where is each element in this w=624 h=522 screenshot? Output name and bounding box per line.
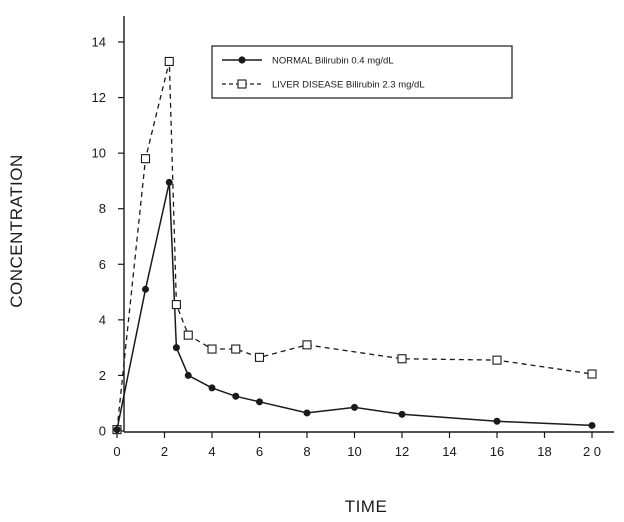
x-tick-label: 8 xyxy=(303,444,310,459)
legend-box xyxy=(211,45,513,99)
x-tick-label: 14 xyxy=(442,444,456,459)
legend-marker-normal xyxy=(238,56,246,64)
data-point-normal xyxy=(588,421,596,429)
data-point-liver-disease xyxy=(171,300,181,310)
data-point-normal xyxy=(351,403,358,411)
data-point-liver-disease xyxy=(587,369,597,379)
x-axis-title: TIME xyxy=(345,497,388,516)
data-point-normal xyxy=(303,409,311,417)
data-point-liver-disease xyxy=(302,340,312,350)
legend-marker-liver xyxy=(237,79,247,89)
x-tick-label: 10 xyxy=(347,444,361,459)
y-tick-label: 14 xyxy=(92,35,106,50)
data-point-normal xyxy=(184,371,192,379)
y-tick-label: 2 xyxy=(99,368,106,383)
data-point-normal xyxy=(232,392,240,400)
x-tick-label: 2 xyxy=(161,444,168,459)
data-point-normal xyxy=(398,410,406,418)
x-tick-label: 2 0 xyxy=(583,444,601,459)
data-point-normal xyxy=(165,178,173,186)
legend-label-liver: LIVER DISEASE Bilirubin 2.3 mg/dL xyxy=(272,80,425,91)
data-point-normal xyxy=(208,384,216,392)
data-point-liver-disease xyxy=(492,355,502,365)
y-tick-label: 0 xyxy=(99,424,106,439)
y-tick-label: 8 xyxy=(99,201,106,216)
x-tick-label: 16 xyxy=(490,444,504,459)
y-tick-label: 4 xyxy=(99,312,106,327)
data-point-liver-disease xyxy=(207,344,217,354)
data-point-liver-disease xyxy=(397,354,407,364)
data-point-liver-disease xyxy=(164,56,174,67)
data-point-liver-disease xyxy=(254,352,265,362)
legend-label-normal: NORMAL Bilirubin 0.4 mg/dL xyxy=(272,56,394,67)
series xyxy=(112,56,597,435)
data-point-liver-disease xyxy=(183,330,193,340)
y-tick-label: 6 xyxy=(99,257,106,272)
data-point-liver-disease xyxy=(140,154,151,164)
x-tick-label: 0 xyxy=(113,444,120,459)
ticks: 0 2 4 6 8 10 12 14 0 2 4 6 8 10 12 14 16 18 2 0 xyxy=(92,35,602,460)
data-point-normal xyxy=(142,285,149,293)
x-tick-label: 12 xyxy=(395,444,409,459)
legend: NORMAL Bilirubin 0.4 mg/dL LIVER DISEASE… xyxy=(211,45,513,99)
y-tick-label: 10 xyxy=(92,146,106,161)
data-point-normal xyxy=(172,344,180,352)
y-tick-label: 12 xyxy=(92,90,106,105)
y-axis-title: CONCENTRATION xyxy=(7,154,26,308)
x-tick-label: 6 xyxy=(256,444,263,459)
x-tick-label: 18 xyxy=(537,444,551,459)
x-tick-label: 4 xyxy=(208,444,215,459)
data-point-normal xyxy=(113,426,121,434)
data-point-normal xyxy=(493,417,501,425)
series-line-liver-disease xyxy=(116,60,593,430)
series-line-normal xyxy=(116,181,593,430)
data-point-normal xyxy=(256,398,263,406)
data-point-liver-disease xyxy=(231,344,241,354)
